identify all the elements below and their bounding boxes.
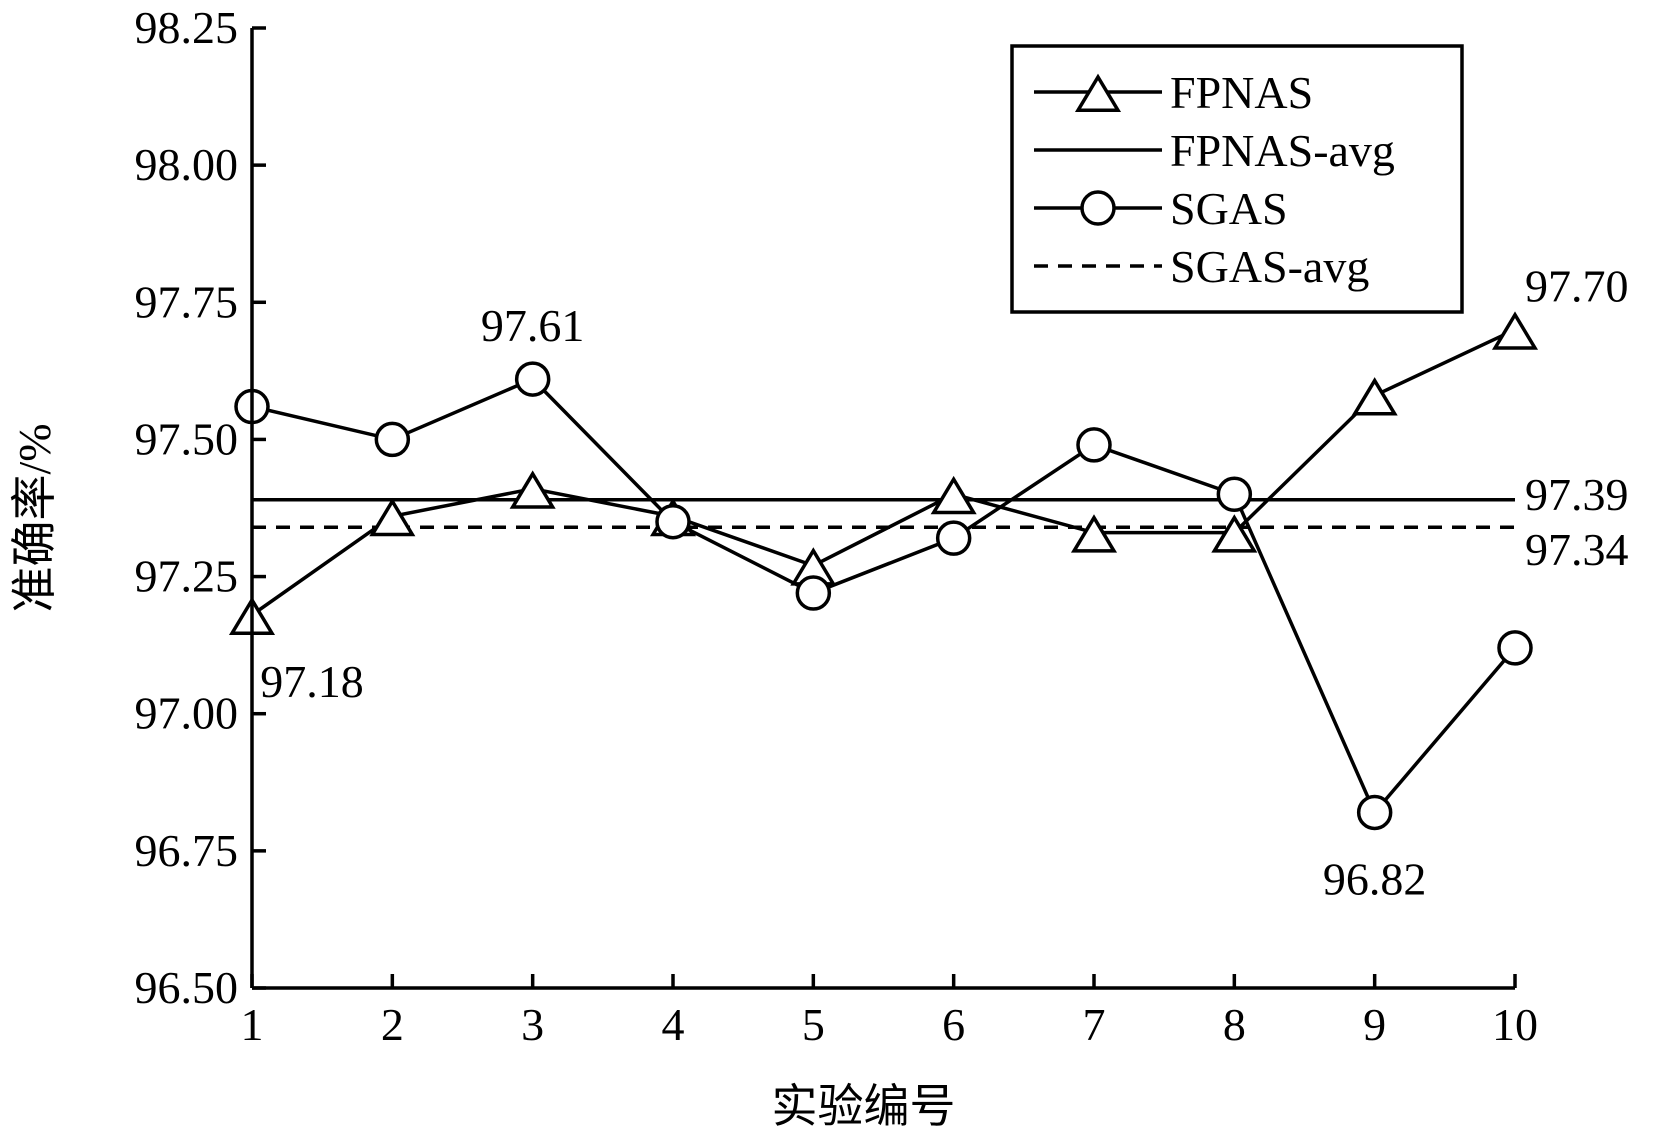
point-sgas xyxy=(514,361,551,397)
y-axis-title: 准确率/% xyxy=(9,423,60,612)
y-tick-label: 98.25 xyxy=(135,2,239,53)
legend-label: SGAS-avg xyxy=(1170,241,1369,292)
y-tick-label: 96.75 xyxy=(135,825,239,876)
x-tick-label: 2 xyxy=(381,999,404,1050)
x-tick-label: 9 xyxy=(1363,999,1386,1050)
legend-label: SGAS xyxy=(1170,183,1288,234)
data-label: 97.61 xyxy=(481,300,585,351)
point-sgas xyxy=(1076,427,1112,463)
y-tick-label: 97.25 xyxy=(135,551,239,602)
point-sgas xyxy=(795,575,832,611)
point-sgas xyxy=(935,520,972,556)
point-fpnas xyxy=(930,475,977,515)
y-tick-label: 97.75 xyxy=(135,276,239,327)
y-tick-label: 97.00 xyxy=(135,688,239,739)
data-label: 97.39 xyxy=(1525,469,1629,520)
point-fpnas xyxy=(509,470,556,509)
point-sgas xyxy=(655,503,691,540)
x-tick-label: 4 xyxy=(662,999,685,1050)
data-label: 97.18 xyxy=(260,656,364,707)
point-sgas xyxy=(1497,630,1533,666)
point-fpnas xyxy=(1211,514,1258,553)
point-fpnas xyxy=(369,497,416,537)
data-label: 97.34 xyxy=(1525,524,1629,575)
y-tick-label: 97.50 xyxy=(135,413,239,464)
x-tick-label: 6 xyxy=(942,999,965,1050)
x-tick-label: 5 xyxy=(802,999,825,1050)
point-fpnas xyxy=(1491,311,1539,350)
point-fpnas xyxy=(1070,514,1118,553)
point-fpnas xyxy=(1351,377,1398,416)
x-tick-label: 10 xyxy=(1492,999,1538,1050)
legend-marker xyxy=(1074,73,1122,112)
series-line-sgas xyxy=(251,377,1517,816)
x-tick-label: 1 xyxy=(241,999,264,1050)
x-tick-label: 3 xyxy=(521,999,544,1050)
legend: FPNAS FPNAS-avg SGAS SGAS-avg xyxy=(1010,44,1464,314)
legend-marker xyxy=(1080,190,1116,226)
point-sgas xyxy=(1216,476,1253,513)
x-tick-label: 8 xyxy=(1223,999,1246,1050)
data-label: 96.82 xyxy=(1323,853,1427,904)
x-axis-title: 实验编号 xyxy=(772,1081,956,1132)
point-sgas xyxy=(374,421,411,458)
y-tick-label: 98.00 xyxy=(135,139,239,190)
axes: 实验编号 准确率/% 96.50 96.75 97.00 97.25 97.50 97.7… xyxy=(9,2,1538,1132)
y-tick-label: 96.50 xyxy=(135,962,239,1013)
point-sgas xyxy=(1356,794,1393,831)
data-label: 97.70 xyxy=(1525,261,1629,312)
x-tick-label: 7 xyxy=(1083,999,1106,1050)
series-line-fpnas xyxy=(250,328,1516,617)
legend-label: FPNAS-avg xyxy=(1170,125,1395,176)
legend-label: FPNAS xyxy=(1170,67,1313,118)
